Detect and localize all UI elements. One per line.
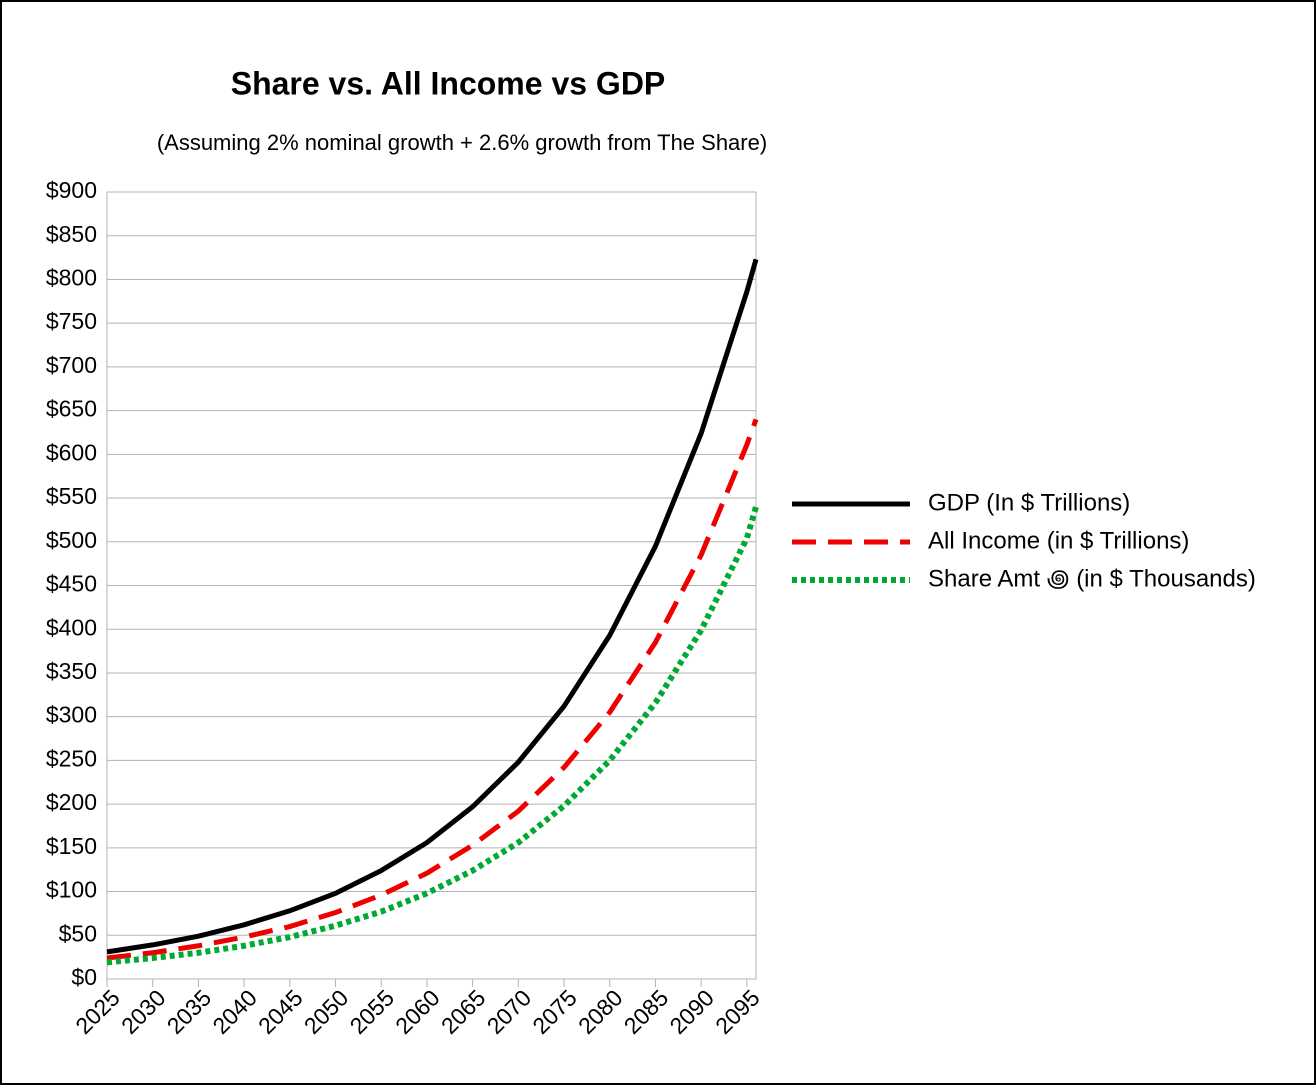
y-tick-label: $700 [46, 352, 97, 378]
series-line [106, 505, 759, 966]
series-line [106, 418, 759, 961]
y-tick-label: $650 [46, 396, 97, 422]
y-tick-label: $850 [46, 221, 97, 247]
y-tick-label: $250 [46, 745, 97, 771]
y-tick-label: $500 [46, 527, 97, 553]
y-tick-label: $750 [46, 308, 97, 334]
y-tick-label: $300 [46, 702, 97, 728]
y-tick-label: $150 [46, 833, 97, 859]
series-line [106, 258, 759, 955]
y-tick-label: $200 [46, 789, 97, 815]
y-tick-label: $900 [46, 177, 97, 203]
y-tick-label: $450 [46, 571, 97, 597]
y-tick-label: $0 [71, 964, 97, 990]
y-tick-label: $800 [46, 265, 97, 291]
y-tick-label: $100 [46, 877, 97, 903]
legend-label: GDP (In $ Trillions) [928, 489, 1130, 516]
y-tick-label: $50 [59, 920, 97, 946]
y-tick-label: $400 [46, 614, 97, 640]
y-tick-label: $600 [46, 439, 97, 465]
chart-subtitle: (Assuming 2% nominal growth + 2.6% growt… [157, 130, 767, 155]
legend-label: All Income (in $ Trillions) [928, 527, 1189, 554]
y-tick-label: $350 [46, 658, 97, 684]
chart-title: Share vs. All Income vs GDP [231, 65, 666, 101]
y-tick-label: $550 [46, 483, 97, 509]
legend-label: Share Amt ꩜ (in $ Thousands) [928, 565, 1256, 592]
